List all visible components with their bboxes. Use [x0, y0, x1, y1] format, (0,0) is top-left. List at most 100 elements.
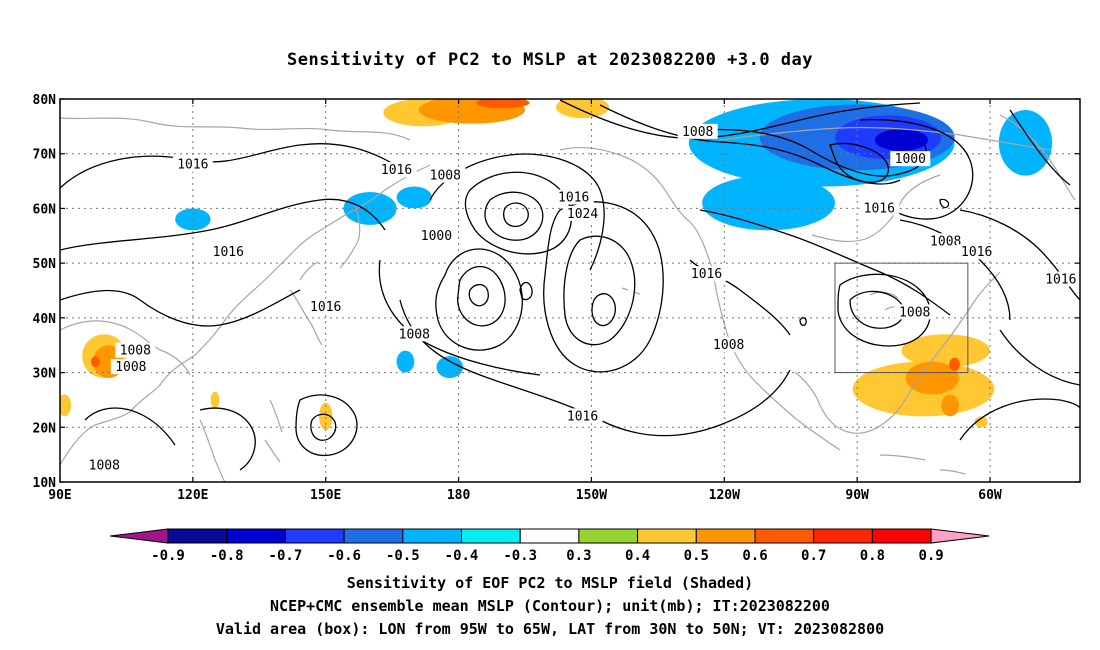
x-tick-label: 90E	[48, 488, 71, 503]
contour-label-bg	[562, 205, 603, 221]
colorbar-extend-low	[109, 528, 169, 544]
shaded-region	[874, 129, 929, 151]
x-tick-label: 150E	[310, 488, 341, 503]
contour-label-bg	[553, 189, 594, 205]
contour-label-bg	[859, 200, 900, 216]
colorbar-box	[637, 528, 697, 544]
contour-label-bg	[208, 244, 249, 260]
contour-label-bg	[562, 408, 603, 424]
contour-label-bg	[110, 359, 151, 375]
contour-label: 1008	[430, 169, 461, 184]
x-tick-label: 180	[447, 488, 471, 503]
contour-label: 1016	[864, 201, 895, 216]
contour-label: 1008	[120, 344, 151, 359]
colorbar-box	[461, 528, 521, 544]
shaded-region	[941, 394, 960, 417]
contour-label: 1016	[567, 409, 598, 424]
shaded-region	[396, 186, 432, 209]
shaded-region	[210, 391, 220, 409]
x-tick-label: 60W	[978, 488, 1002, 503]
contour-label-bg	[394, 326, 435, 342]
shaded-region	[60, 394, 72, 417]
contour-label: 1008	[115, 360, 146, 375]
colorbar-box	[871, 528, 932, 544]
colorbar-box	[226, 528, 286, 544]
contour-label: 1008	[930, 234, 961, 249]
colorbar-label: -0.7	[269, 548, 303, 564]
contour-label-bg	[890, 151, 931, 167]
shaded-region	[949, 357, 960, 371]
contour-label: 1024	[567, 207, 598, 222]
colorbar-box	[695, 528, 756, 544]
contour-label-bg	[708, 337, 749, 353]
shaded-region	[436, 356, 464, 379]
x-tick-label: 120W	[709, 488, 740, 503]
colorbar-extend-high	[930, 528, 990, 544]
colorbar-box	[813, 528, 873, 544]
colorbar-box	[402, 528, 462, 544]
colorbar-label: -0.6	[327, 548, 361, 564]
x-tick-label: 90W	[845, 488, 869, 503]
colorbar-label: 0.7	[801, 548, 826, 564]
coastlines	[60, 114, 1076, 482]
contour-label: 1016	[213, 245, 244, 260]
map-axes: 90E 120E 150E 180 150W 120W 90W 60W 10N 20N 30N 40N…	[33, 93, 1080, 503]
contour-label-bg	[172, 156, 213, 172]
colorbar-box	[754, 528, 815, 544]
contour-label: 1008	[713, 338, 744, 353]
colorbar-box	[343, 528, 404, 544]
contour-label-bg	[894, 304, 935, 320]
colorbar: -0.9 -0.8 -0.7 -0.6 -0.5 -0.4 -0.3 0.3 0.4 0.5 0.6…	[109, 528, 990, 564]
contour-label: 1008	[89, 459, 120, 474]
contour-label-bg	[115, 342, 156, 358]
colorbar-label: 0.3	[566, 548, 591, 564]
contour-label: 1008	[682, 125, 713, 140]
y-tick-label: 20N	[33, 421, 57, 436]
colorbar-label: -0.9	[151, 548, 185, 564]
contour-label-bg	[925, 233, 966, 249]
y-tick-label: 50N	[33, 257, 57, 272]
caption-valid-area: Valid area (box): LON from 95W to 65W, L…	[215, 620, 885, 638]
contour-label: 1016	[558, 190, 589, 205]
colorbar-label: 0.8	[860, 548, 885, 564]
colorbar-label: -0.3	[503, 548, 537, 564]
chart-title: Sensitivity of PC2 to MSLP at 2023082200…	[286, 50, 813, 70]
contour-label: 1016	[961, 245, 992, 260]
colorbar-label: 0.9	[918, 548, 943, 564]
caption-shading: Sensitivity of EOF PC2 to MSLP field (Sh…	[346, 574, 754, 592]
contour-label: 1000	[895, 152, 926, 167]
mslp-contours	[60, 99, 1080, 471]
colorbar-label: 0.6	[742, 548, 767, 564]
valid-area-box	[834, 262, 969, 374]
contour-label-bg	[376, 162, 417, 178]
y-tick-label: 40N	[33, 312, 57, 327]
x-tick-label: 150W	[576, 488, 607, 503]
y-tick-label: 60N	[33, 202, 57, 217]
colorbar-label: -0.8	[210, 548, 244, 564]
shaded-region	[998, 109, 1052, 176]
shaded-region	[476, 99, 530, 109]
colorbar-label: 0.5	[684, 548, 709, 564]
colorbar-box	[578, 528, 639, 544]
y-tick-label: 70N	[33, 148, 57, 163]
colorbar-label: -0.4	[445, 548, 479, 564]
shaded-region	[396, 350, 415, 373]
colorbar-box	[167, 528, 228, 544]
y-tick-label: 80N	[33, 93, 57, 108]
contour-label-bg	[677, 123, 718, 139]
contour-label: 1000	[421, 229, 452, 244]
contour-label: 1008	[899, 305, 930, 320]
contour-label: 1008	[399, 327, 430, 342]
contour-label: 1016	[310, 300, 341, 315]
colorbar-box	[284, 528, 345, 544]
colorbar-label: -0.5	[386, 548, 420, 564]
shaded-region	[319, 402, 333, 431]
contour-label: 1016	[691, 267, 722, 282]
shaded-region	[91, 356, 100, 368]
contour-label-bg	[416, 227, 457, 243]
contour-label-bg	[305, 298, 346, 314]
contour-label: 1016	[177, 158, 208, 173]
colorbar-label: 0.4	[625, 548, 650, 564]
